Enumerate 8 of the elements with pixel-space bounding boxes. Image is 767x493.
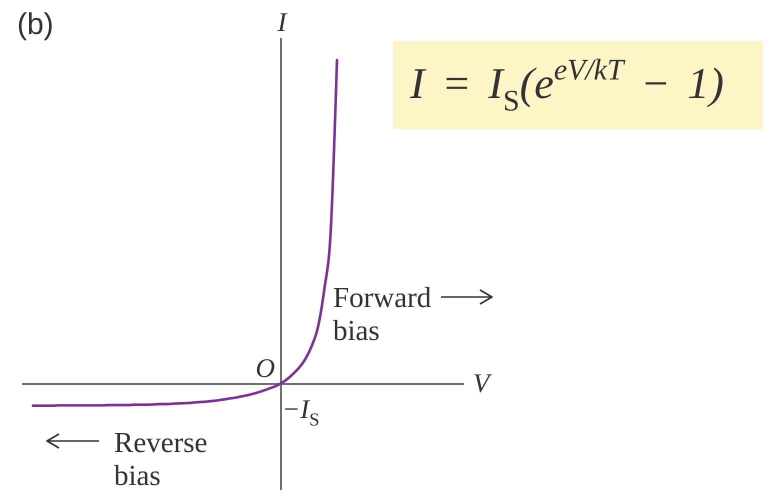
x-axis-title: V [473,368,493,398]
text: I = I$_{S}$(e$^{eV/kT}$ − 1) [409,54,724,118]
y-axis-title: I [276,7,288,37]
annotation: Forward bias [333,282,432,348]
annotation: O [256,353,275,383]
annotation: −I$_{S}$ [282,394,320,430]
chart-title: (b) [17,8,54,41]
text: Reverse bias [114,427,208,492]
